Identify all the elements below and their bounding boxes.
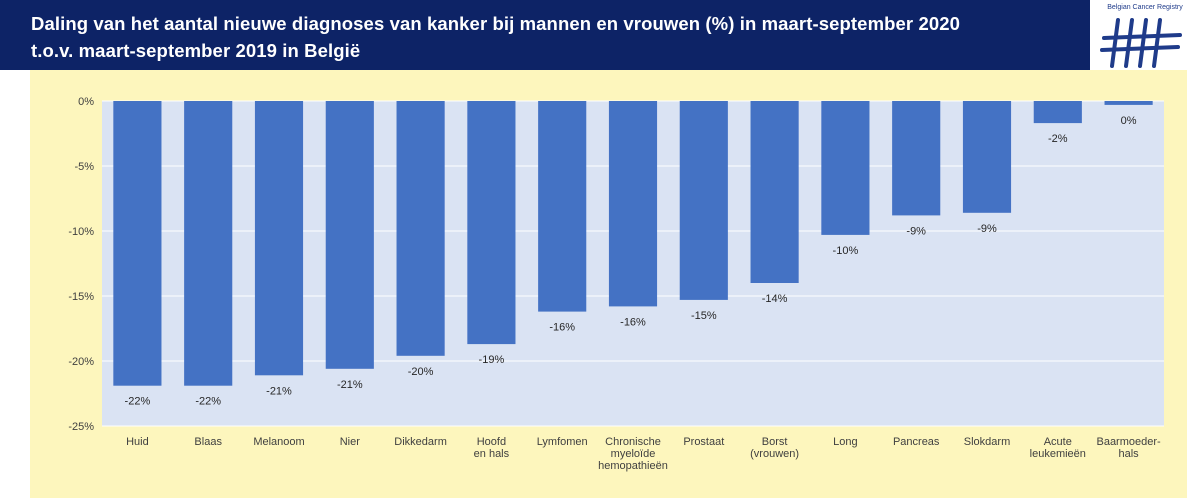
bar [750, 101, 799, 283]
chart-area: 0% -5% -10% -15% -20% -25% -22% -22% -21% -21% -2… [30, 70, 1187, 498]
x-tick-label: Pancreas [893, 436, 940, 448]
x-tick-label: Slokdarm [964, 436, 1010, 448]
x-tick-label: myeloïde [611, 448, 656, 460]
data-label: -19% [479, 354, 505, 366]
x-tick-label: Long [833, 436, 857, 448]
x-tick-label: (vrouwen) [750, 448, 799, 460]
x-tick-label: Nier [340, 436, 361, 448]
x-tick-label: Prostaat [683, 436, 724, 448]
data-label: -22% [125, 396, 151, 408]
chart-title-line-1: Daling van het aantal nieuwe diagnoses v… [31, 13, 961, 34]
x-tick-label: hals [1119, 448, 1140, 460]
data-label: -15% [691, 310, 717, 322]
x-tick-label: Acute [1044, 436, 1072, 448]
data-label: -10% [833, 245, 859, 257]
bar-chart: 0%-5%-10%-15%-20%-25% -22% -22%-21%-21%-2… [68, 96, 1164, 472]
y-tick-label: -5% [74, 161, 94, 173]
y-tick-label: -15% [68, 291, 94, 303]
x-tick-label: Lymfomen [537, 436, 588, 448]
data-label: 0% [1121, 115, 1137, 127]
x-tick-label: Huid [126, 436, 149, 448]
bar [184, 101, 233, 386]
x-tick-label: Borst [762, 436, 788, 448]
y-tick-label: 0% [78, 96, 94, 108]
logo-text: Belgian Cancer Registry [1107, 4, 1183, 11]
bar [538, 101, 587, 312]
y-tick-label: -20% [68, 356, 94, 368]
data-label: -16% [620, 316, 646, 328]
data-label: -21% [266, 385, 292, 397]
y-tick-label: -25% [68, 421, 94, 433]
bar [325, 101, 374, 369]
x-tick-label: Blaas [194, 436, 222, 448]
bar [113, 101, 162, 386]
data-label: -16% [549, 322, 575, 334]
y-axis: 0% -5% -10% -15% -20% -25% [68, 96, 94, 433]
bar [962, 101, 1012, 213]
bar [892, 101, 941, 216]
bars [113, 101, 1153, 386]
x-tick-label: Hoofd [477, 436, 506, 448]
data-labels: -22% -22% -21% -21% -20% -19% -16% -16% -15% -14%… [125, 115, 1137, 408]
bar [1033, 101, 1082, 124]
bar [396, 101, 445, 356]
x-tick-label: Melanoom [253, 436, 304, 448]
x-tick-label: Dikkedarm [394, 436, 447, 448]
data-label: -14% [762, 293, 788, 305]
bar [467, 101, 516, 345]
bar [821, 101, 870, 235]
title-bar: Daling van het aantal nieuwe diagnoses v… [0, 0, 1090, 70]
x-tick-label: Baarmoeder- [1096, 436, 1161, 448]
data-label: -20% [408, 366, 434, 378]
data-label: -9% [906, 225, 926, 237]
x-tick-label: leukemieën [1030, 448, 1086, 460]
bar [254, 101, 304, 376]
bar [1104, 101, 1153, 105]
y-tick-label: -10% [68, 226, 94, 238]
data-label: -9% [977, 223, 997, 235]
logo: Belgian Cancer Registry [1090, 0, 1200, 75]
x-tick-label: Chronische [605, 436, 661, 448]
data-label: -21% [337, 379, 363, 391]
data-label: -2% [1048, 133, 1068, 145]
x-tick-label: hemopathieën [598, 460, 668, 472]
data-label: -22% [195, 396, 221, 408]
belgian-cancer-registry-logo-icon [1100, 18, 1182, 68]
bar [679, 101, 728, 300]
chart-title-line-2: t.o.v. maart-september 2019 in België [31, 40, 361, 61]
x-tick-label: en hals [474, 448, 510, 460]
bar [608, 101, 658, 307]
